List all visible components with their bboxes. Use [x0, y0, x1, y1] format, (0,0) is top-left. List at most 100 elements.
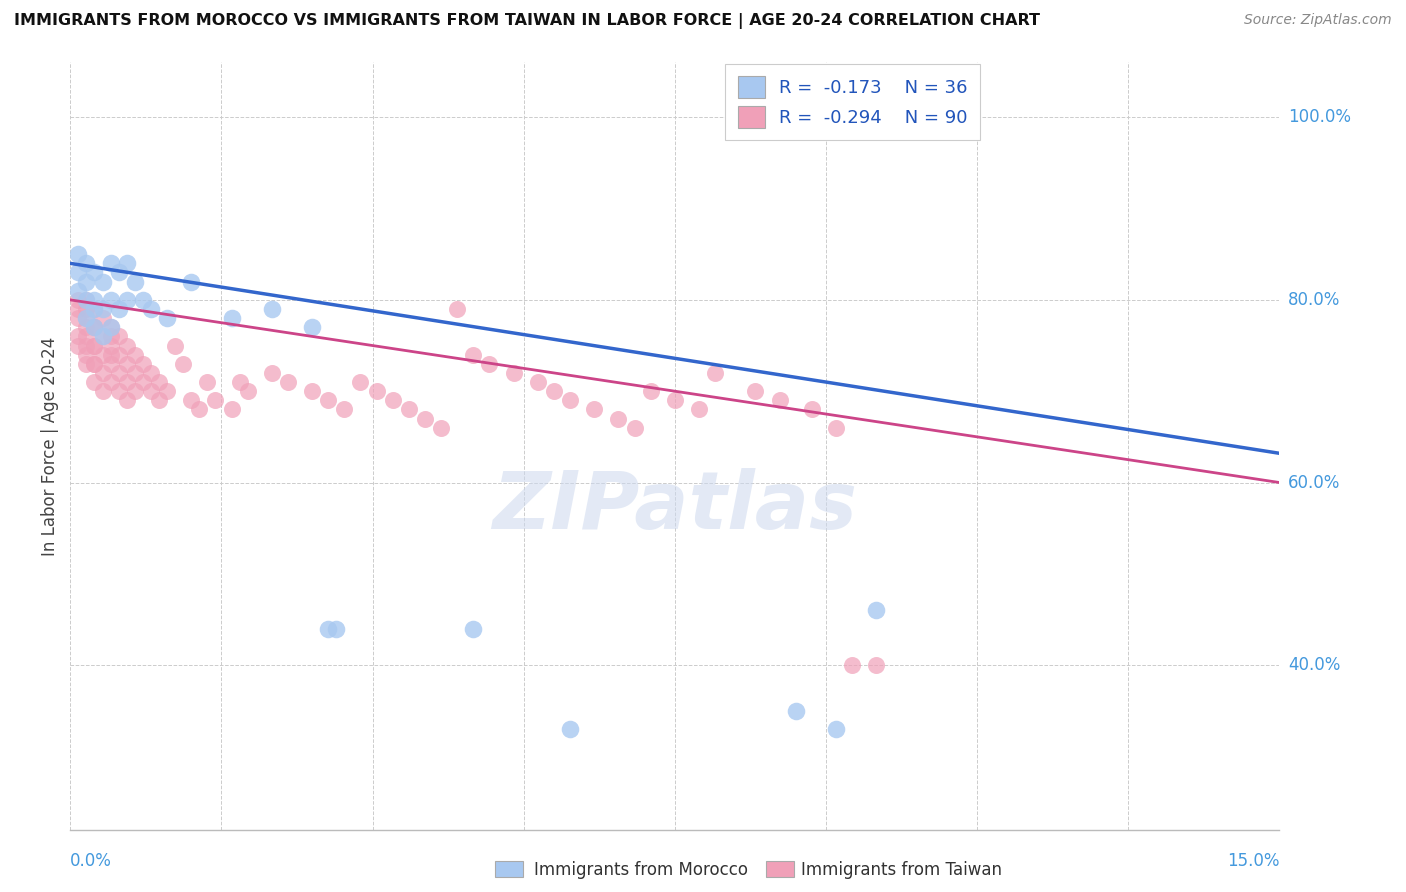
Point	[132, 375, 155, 389]
Point	[107, 265, 129, 279]
Point	[107, 329, 129, 343]
Point	[825, 421, 848, 435]
Point	[67, 329, 90, 343]
Point	[75, 357, 97, 371]
Point	[172, 357, 194, 371]
Text: 0.0%: 0.0%	[70, 853, 112, 871]
Point	[688, 402, 710, 417]
Point	[236, 384, 259, 399]
Point	[100, 329, 122, 343]
Point	[83, 338, 105, 352]
Point	[75, 275, 97, 289]
Point	[83, 265, 105, 279]
Point	[83, 320, 105, 334]
Point	[67, 247, 90, 261]
Point	[132, 293, 155, 307]
Point	[115, 338, 138, 352]
Point	[664, 393, 686, 408]
Point	[124, 348, 146, 362]
Point	[195, 375, 218, 389]
Point	[75, 311, 97, 326]
Point	[75, 320, 97, 334]
Point	[785, 704, 807, 718]
Point	[83, 301, 105, 316]
Point	[277, 375, 299, 389]
Point	[75, 293, 97, 307]
Point	[83, 375, 105, 389]
Point	[67, 301, 90, 316]
Text: 80.0%: 80.0%	[1288, 291, 1340, 309]
Point	[91, 329, 114, 343]
Point	[107, 301, 129, 316]
Point	[165, 338, 187, 352]
Point	[75, 293, 97, 307]
Text: Source: ZipAtlas.com: Source: ZipAtlas.com	[1244, 13, 1392, 28]
Point	[91, 275, 114, 289]
Point	[446, 301, 468, 316]
Point	[83, 338, 105, 352]
Point	[91, 311, 114, 326]
Point	[139, 366, 162, 380]
Point	[83, 320, 105, 334]
Point	[180, 275, 202, 289]
Point	[148, 393, 170, 408]
Text: IMMIGRANTS FROM MOROCCO VS IMMIGRANTS FROM TAIWAN IN LABOR FORCE | AGE 20-24 COR: IMMIGRANTS FROM MOROCCO VS IMMIGRANTS FR…	[14, 13, 1040, 29]
Point	[865, 658, 887, 673]
Point	[558, 393, 581, 408]
Point	[100, 320, 122, 334]
Point	[83, 301, 105, 316]
Point	[75, 338, 97, 352]
Point	[558, 722, 581, 736]
Point	[124, 275, 146, 289]
Point	[260, 301, 283, 316]
Point	[115, 375, 138, 389]
Text: 100.0%: 100.0%	[1288, 108, 1351, 127]
Point	[260, 366, 283, 380]
Point	[478, 357, 501, 371]
Point	[156, 311, 179, 326]
Point	[75, 256, 97, 270]
Point	[333, 402, 356, 417]
Point	[221, 402, 243, 417]
Point	[83, 293, 105, 307]
Point	[100, 348, 122, 362]
Point	[107, 348, 129, 362]
Point	[841, 658, 863, 673]
Point	[100, 293, 122, 307]
Point	[100, 338, 122, 352]
Point	[865, 603, 887, 617]
Point	[366, 384, 388, 399]
Point	[75, 301, 97, 316]
Point	[583, 402, 606, 417]
Point	[75, 311, 97, 326]
Point	[204, 393, 226, 408]
Point	[228, 375, 250, 389]
Point	[825, 722, 848, 736]
Point	[83, 320, 105, 334]
Text: 15.0%: 15.0%	[1227, 853, 1279, 871]
Point	[91, 366, 114, 380]
Point	[180, 393, 202, 408]
Point	[398, 402, 420, 417]
Point	[316, 393, 339, 408]
Point	[139, 301, 162, 316]
Point	[543, 384, 565, 399]
Point	[83, 357, 105, 371]
FancyBboxPatch shape	[766, 861, 794, 877]
Point	[83, 357, 105, 371]
Point	[67, 265, 90, 279]
Point	[704, 366, 727, 380]
Point	[463, 348, 485, 362]
Point	[75, 329, 97, 343]
Point	[132, 357, 155, 371]
Point	[607, 411, 630, 425]
Point	[91, 301, 114, 316]
Point	[67, 293, 90, 307]
Point	[301, 384, 323, 399]
Point	[221, 311, 243, 326]
Point	[769, 393, 792, 408]
Point	[91, 348, 114, 362]
Point	[107, 366, 129, 380]
Point	[413, 411, 436, 425]
Point	[527, 375, 550, 389]
